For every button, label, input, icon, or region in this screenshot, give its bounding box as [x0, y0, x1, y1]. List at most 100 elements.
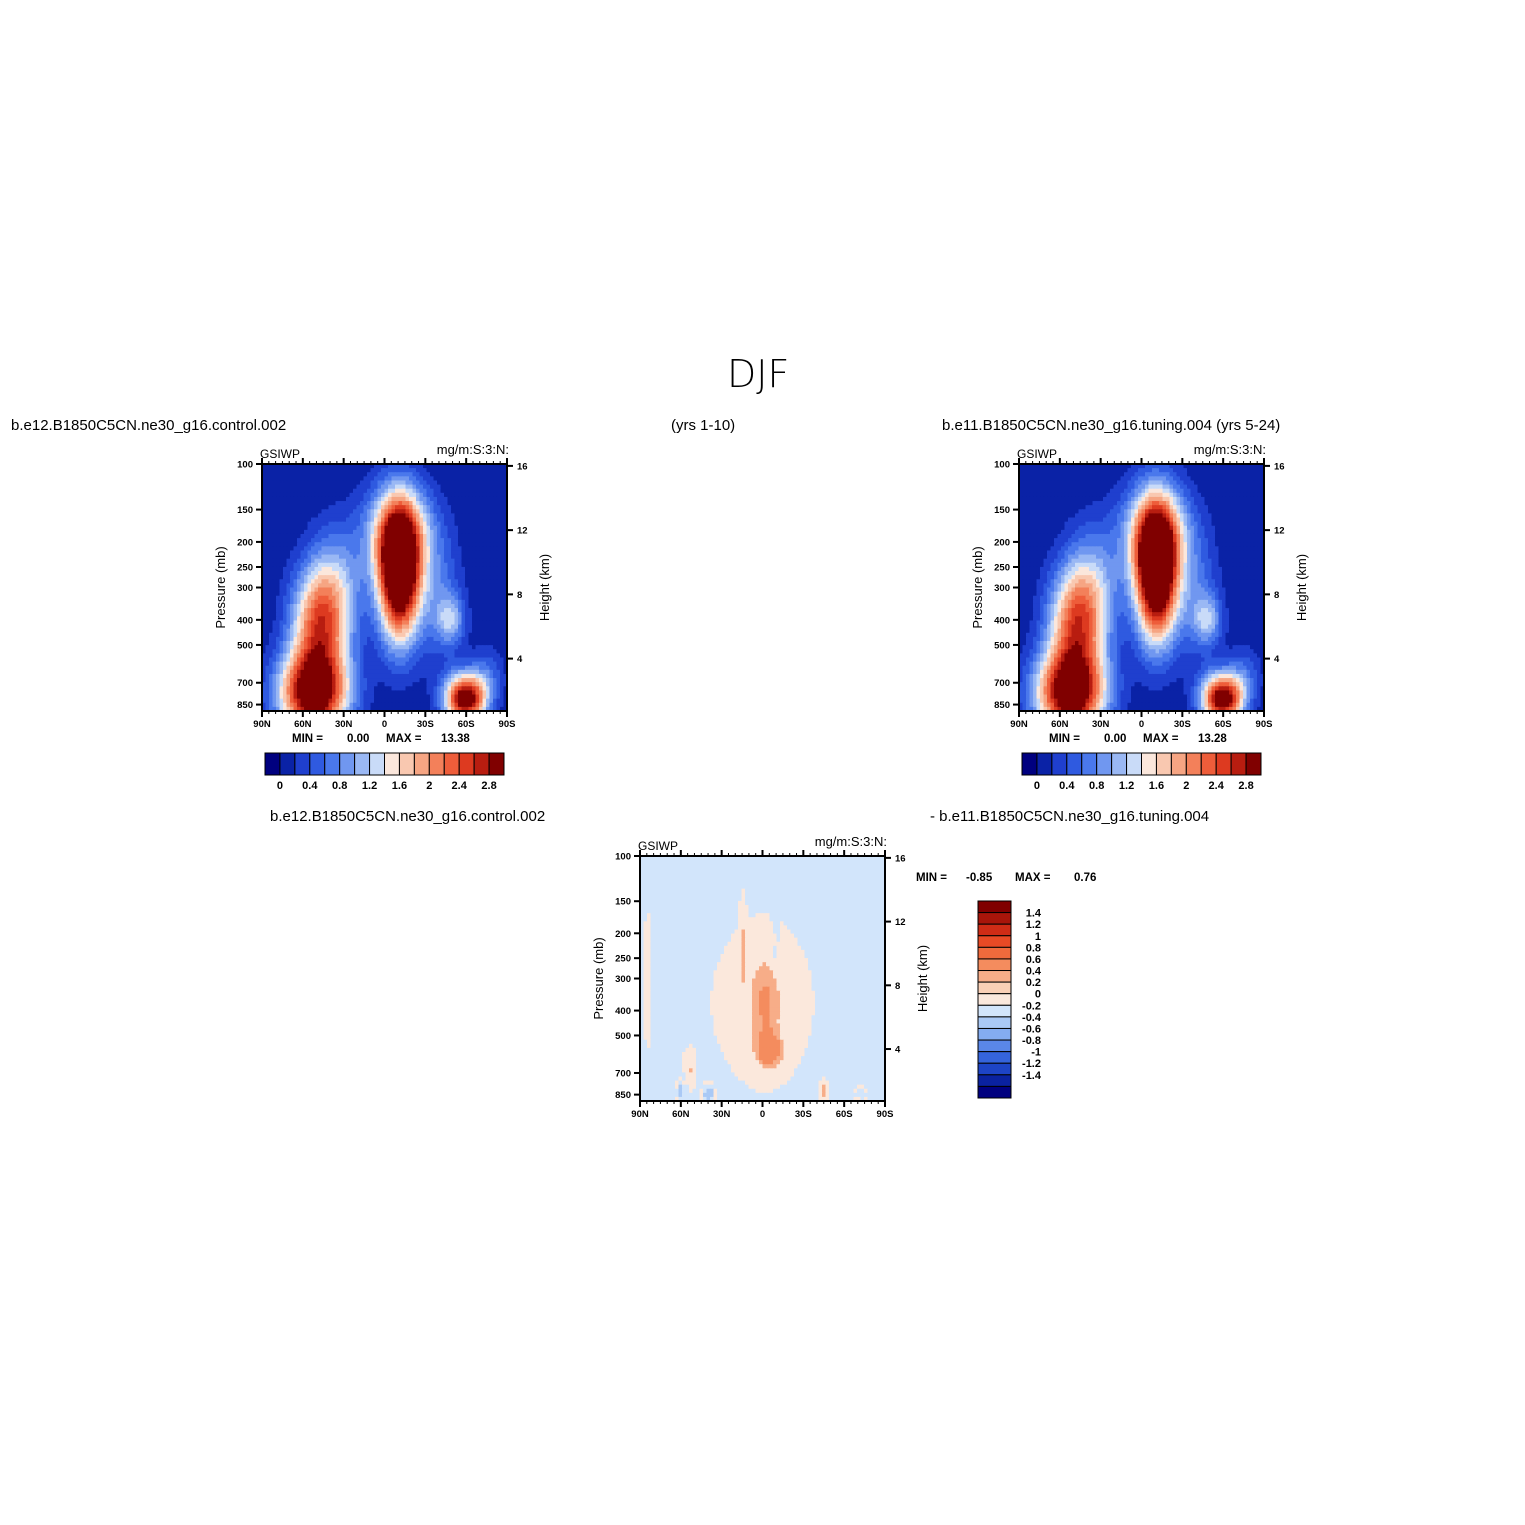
control-cell	[307, 554, 312, 560]
control-cell	[496, 636, 501, 642]
control-cell	[297, 616, 302, 622]
control-cell	[451, 665, 456, 671]
tuning-cell	[1239, 492, 1244, 498]
control-cell	[486, 521, 491, 527]
control-cell	[335, 669, 340, 675]
control-cell	[304, 636, 309, 642]
control-cell	[503, 472, 508, 477]
control-cell	[426, 501, 431, 506]
tuning-cell	[1239, 468, 1244, 473]
control-cell	[440, 538, 445, 543]
control-cell	[426, 550, 431, 556]
control-cell	[496, 575, 501, 580]
tuning-cell	[1061, 472, 1066, 477]
control-cell	[304, 665, 309, 671]
control-cell	[444, 612, 449, 617]
control-cell	[489, 591, 494, 597]
control-cell	[332, 480, 337, 486]
control-cell	[451, 546, 456, 552]
control-cell	[398, 554, 403, 560]
control-cell	[419, 533, 424, 539]
control-cell	[482, 632, 487, 638]
control-cell	[381, 678, 386, 683]
control-cell	[451, 612, 456, 617]
control-cell	[325, 472, 330, 477]
control-cell	[468, 706, 473, 712]
tuning-cell	[1159, 464, 1164, 469]
control-cell	[307, 533, 312, 539]
control-cell	[500, 501, 505, 506]
control-cell	[374, 550, 379, 556]
control-cell	[388, 476, 393, 482]
control-cell	[496, 554, 501, 560]
control-cell	[440, 603, 445, 609]
control-cell	[321, 616, 326, 622]
control-cell	[500, 702, 505, 708]
control-cell	[496, 538, 501, 543]
control-cell	[360, 472, 365, 477]
control-cell	[279, 513, 284, 519]
control-cell	[335, 612, 340, 617]
tuning-cell	[1138, 480, 1143, 486]
control-cell	[349, 678, 354, 683]
control-cell	[437, 702, 442, 708]
control-cell	[293, 599, 298, 605]
control-cell	[426, 628, 431, 634]
tuning-cell	[1253, 480, 1258, 486]
control-cell	[349, 694, 354, 700]
control-cell	[311, 509, 316, 514]
control-cell	[321, 686, 326, 692]
control-cell	[381, 571, 386, 576]
control-cell	[328, 484, 333, 490]
control-cell	[297, 546, 302, 552]
tuning-cell	[1204, 464, 1209, 469]
control-cell	[269, 706, 274, 712]
tuning-cell	[1127, 484, 1132, 490]
control-cell	[461, 645, 466, 650]
control-cell	[419, 608, 424, 613]
control-cell	[311, 591, 316, 597]
control-cell	[395, 661, 400, 667]
control-cell	[276, 628, 281, 634]
control-cell	[472, 616, 477, 622]
control-cell	[496, 513, 501, 519]
control-cell	[493, 529, 498, 535]
control-cell	[405, 690, 410, 696]
tuning-cell	[1155, 484, 1160, 490]
control-cell	[391, 669, 396, 675]
control-cell	[265, 509, 270, 514]
control-cell	[290, 653, 295, 659]
control-cell	[423, 641, 428, 646]
control-cell	[384, 690, 389, 696]
control-cell	[339, 496, 344, 502]
control-cell	[293, 616, 298, 622]
control-cell	[318, 583, 323, 589]
control-cell	[412, 554, 417, 560]
control-cell	[318, 603, 323, 609]
control-cell	[402, 484, 407, 490]
control-cell	[283, 513, 288, 519]
control-cell	[304, 706, 309, 712]
control-cell	[283, 641, 288, 646]
control-cell	[444, 616, 449, 622]
control-cell	[388, 529, 393, 535]
control-cell	[430, 690, 435, 696]
control-cell	[496, 665, 501, 671]
control-cell	[276, 513, 281, 519]
control-cell	[374, 657, 379, 663]
control-cell	[318, 554, 323, 560]
control-cell	[486, 702, 491, 708]
control-cell	[286, 595, 291, 601]
control-cell	[293, 678, 298, 683]
control-cell	[297, 632, 302, 638]
control-cell	[482, 706, 487, 712]
control-cell	[335, 698, 340, 704]
control-cell	[416, 533, 421, 539]
control-cell	[454, 472, 459, 477]
control-cell	[430, 641, 435, 646]
control-cell	[342, 690, 347, 696]
control-cell	[430, 496, 435, 502]
control-cell	[384, 673, 389, 679]
control-cell	[276, 566, 281, 572]
control-cell	[377, 620, 382, 626]
